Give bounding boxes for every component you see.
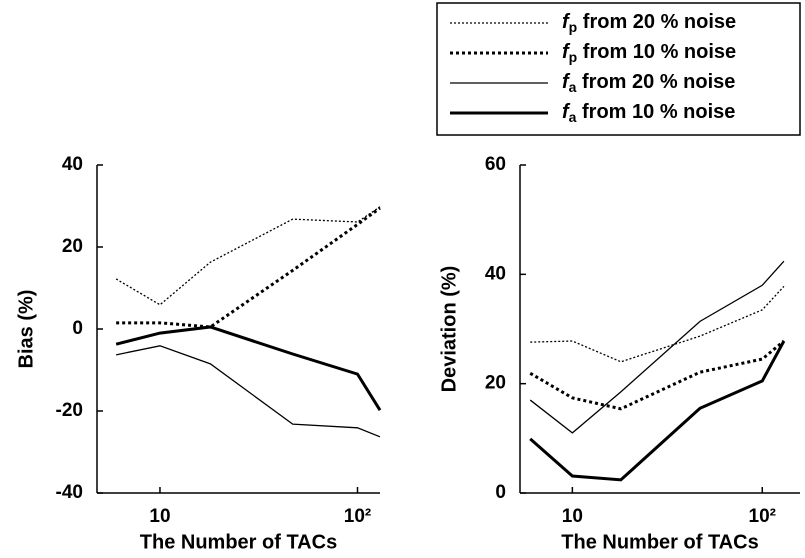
x-tick-label: 10²	[344, 506, 371, 527]
x-tick-label: 10²	[749, 506, 776, 527]
x-tick-label: 10	[149, 506, 170, 527]
y-tick-label: 40	[485, 263, 506, 284]
data-line	[529, 340, 786, 482]
y-tick-label: 20	[62, 236, 83, 257]
y-axis-label: Deviation (%)	[438, 266, 460, 393]
y-tick-label: 20	[485, 373, 506, 394]
y-tick-label: 0	[495, 482, 506, 503]
legend-label: fa from 10 % noise	[562, 101, 735, 124]
y-tick-label: -20	[56, 400, 83, 421]
y-tick-label: 40	[62, 154, 83, 175]
y-axis-label: Bias (%)	[15, 290, 37, 369]
data-line	[116, 206, 381, 329]
data-line	[115, 325, 382, 411]
data-line	[529, 260, 785, 434]
legend-label: fp from 20 % noise	[562, 11, 736, 34]
legend-label: fp from 10 % noise	[562, 41, 736, 64]
y-tick-label: 60	[485, 154, 506, 175]
y-tick-label: 0	[72, 318, 83, 339]
x-tick-label: 10	[562, 506, 583, 527]
data-line	[530, 285, 785, 363]
data-line	[115, 206, 381, 306]
y-tick-label: -40	[56, 482, 83, 503]
legend-label: fa from 20 % noise	[562, 71, 735, 94]
x-axis-label: The Number of TACs	[561, 531, 758, 553]
legend-box	[436, 2, 801, 136]
data-line	[116, 345, 381, 438]
data-line	[529, 339, 785, 411]
x-axis-label: The Number of TACs	[140, 531, 337, 553]
